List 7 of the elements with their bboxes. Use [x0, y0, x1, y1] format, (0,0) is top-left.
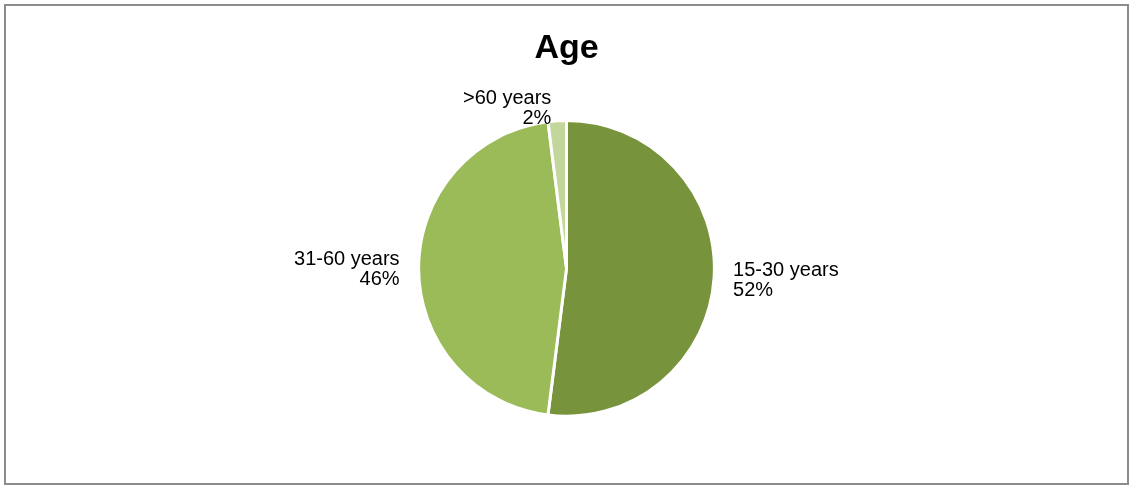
slice-label: 15-30 years	[733, 257, 839, 280]
chart-title: Age	[534, 27, 599, 65]
data-label: 52%	[733, 277, 774, 300]
slice-label: 31-60 years	[294, 247, 400, 270]
data-label: 46%	[359, 267, 400, 290]
data-label: 2%	[522, 105, 552, 128]
slice-label: >60 years	[462, 85, 552, 108]
